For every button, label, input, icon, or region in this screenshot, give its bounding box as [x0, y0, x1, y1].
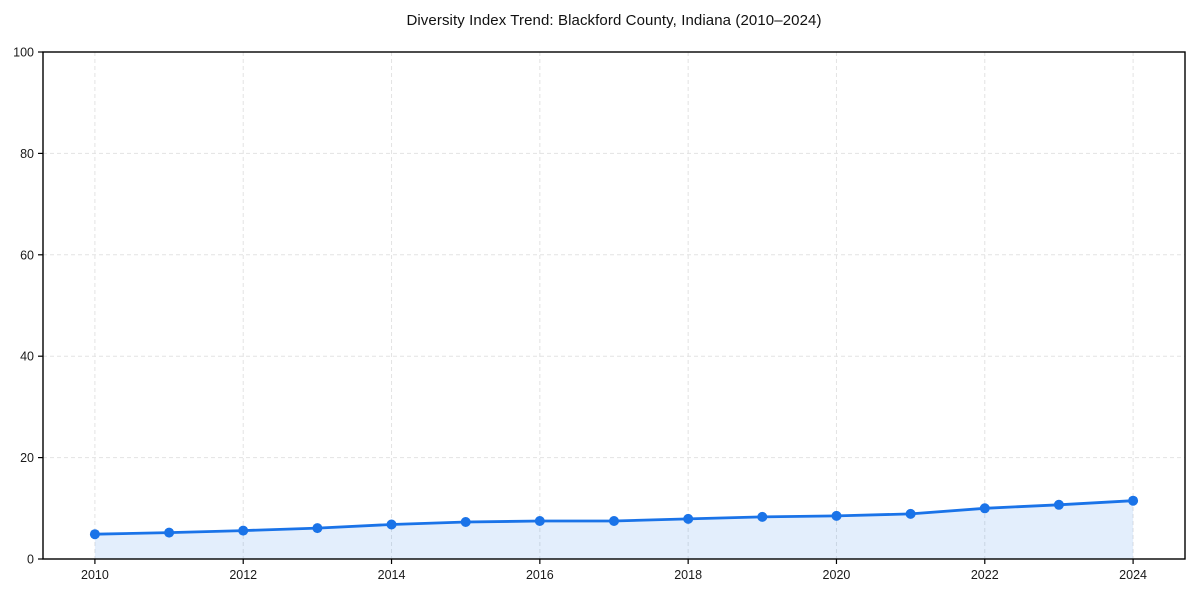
- data-point: [386, 519, 397, 530]
- y-tick-label: 0: [27, 553, 34, 567]
- x-tick-label: 2010: [81, 568, 109, 582]
- y-tick-label: 60: [20, 248, 34, 262]
- x-tick-label: 2024: [1119, 568, 1147, 582]
- x-tick-label: 2016: [526, 568, 554, 582]
- y-tick-label: 80: [20, 147, 34, 161]
- data-point: [905, 508, 916, 519]
- data-point: [238, 525, 249, 536]
- data-point: [312, 523, 323, 534]
- x-tick-label: 2020: [823, 568, 851, 582]
- y-tick-label: 40: [20, 350, 34, 364]
- chart-title: Diversity Index Trend: Blackford County,…: [406, 12, 822, 29]
- data-point: [1128, 495, 1139, 506]
- data-point: [460, 517, 471, 527]
- y-tick-label: 100: [13, 46, 34, 60]
- data-point: [979, 503, 990, 514]
- y-tick-label: 20: [20, 451, 34, 465]
- data-point: [89, 529, 100, 540]
- data-point: [164, 527, 175, 538]
- data-point: [1053, 499, 1064, 510]
- data-point: [609, 516, 619, 526]
- data-point: [534, 516, 545, 526]
- data-point: [683, 513, 694, 524]
- data-point: [757, 511, 768, 522]
- x-tick-label: 2012: [229, 568, 257, 582]
- x-tick-label: 2014: [378, 568, 406, 582]
- x-tick-label: 2022: [971, 568, 999, 582]
- plot-border: [42, 51, 1186, 560]
- x-tick-label: 2018: [674, 568, 702, 582]
- data-point: [831, 510, 842, 521]
